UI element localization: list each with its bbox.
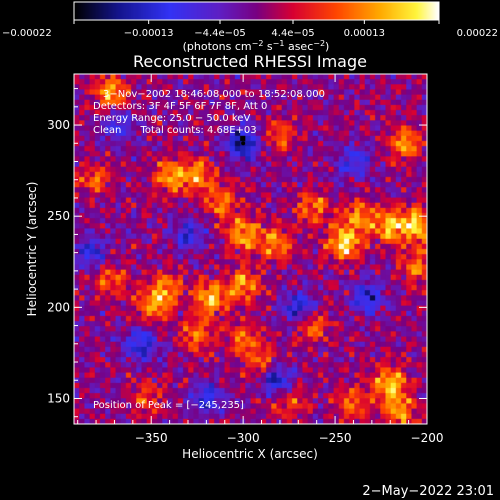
colorbar-tick-label: 0.00013	[344, 28, 385, 39]
heatmap-image	[74, 74, 427, 424]
colorbar-tick-label: −4.4e−05	[194, 28, 246, 39]
colorbar-tick-label: −0.00022	[2, 28, 52, 39]
annotation-detectors: Detectors: 3F 4F 5F 6F 7F 8F, Att 0	[93, 101, 267, 112]
annotation-total-counts: Clean Total counts: 4.68E+03	[93, 125, 257, 136]
x-tick-label: −200	[411, 431, 444, 445]
chart-title: Reconstructed RHESSI Image	[133, 52, 367, 71]
x-axis-label: Heliocentric X (arcsec)	[182, 447, 318, 461]
colorbar-tick-label: 4.4e−05	[271, 28, 314, 39]
x-tick-label: −300	[227, 431, 260, 445]
y-tick-label: 300	[47, 118, 70, 132]
colorbar-tick-label: −0.00013	[124, 28, 174, 39]
y-axis: 150 200 250 300	[47, 88, 427, 418]
y-tick-label: 150	[47, 391, 70, 405]
colorbar: −0.00022 −0.00013 −4.4e−05 4.4e−05 0.00013 0.…	[2, 1, 498, 53]
y-tick-label: 200	[47, 300, 70, 314]
annotation-time-range: 3−Nov−2002 18:46:08.000 to 18:52:08.000	[103, 89, 325, 100]
x-tick-label: −250	[319, 431, 352, 445]
footer-date: 2−May−2022 23:01	[362, 484, 494, 499]
y-tick-label: 250	[47, 209, 70, 223]
colorbar-tick-label: 0.00022	[457, 28, 498, 39]
plot-frame	[73, 73, 428, 425]
y-axis-label: Heliocentric Y (arcsec)	[25, 182, 39, 317]
annotation-peak-position: Position of Peak = [−245,235]	[93, 400, 244, 411]
annotation-energy-range: Energy Range: 25.0 − 50.0 keV	[93, 113, 250, 124]
colorbar-unit-label: (photons cm−2 s−1 asec−2)	[183, 39, 330, 53]
x-axis: −350 −300 −250 −200	[77, 74, 444, 445]
x-tick-label: −350	[135, 431, 168, 445]
minimum-marker	[241, 141, 246, 146]
